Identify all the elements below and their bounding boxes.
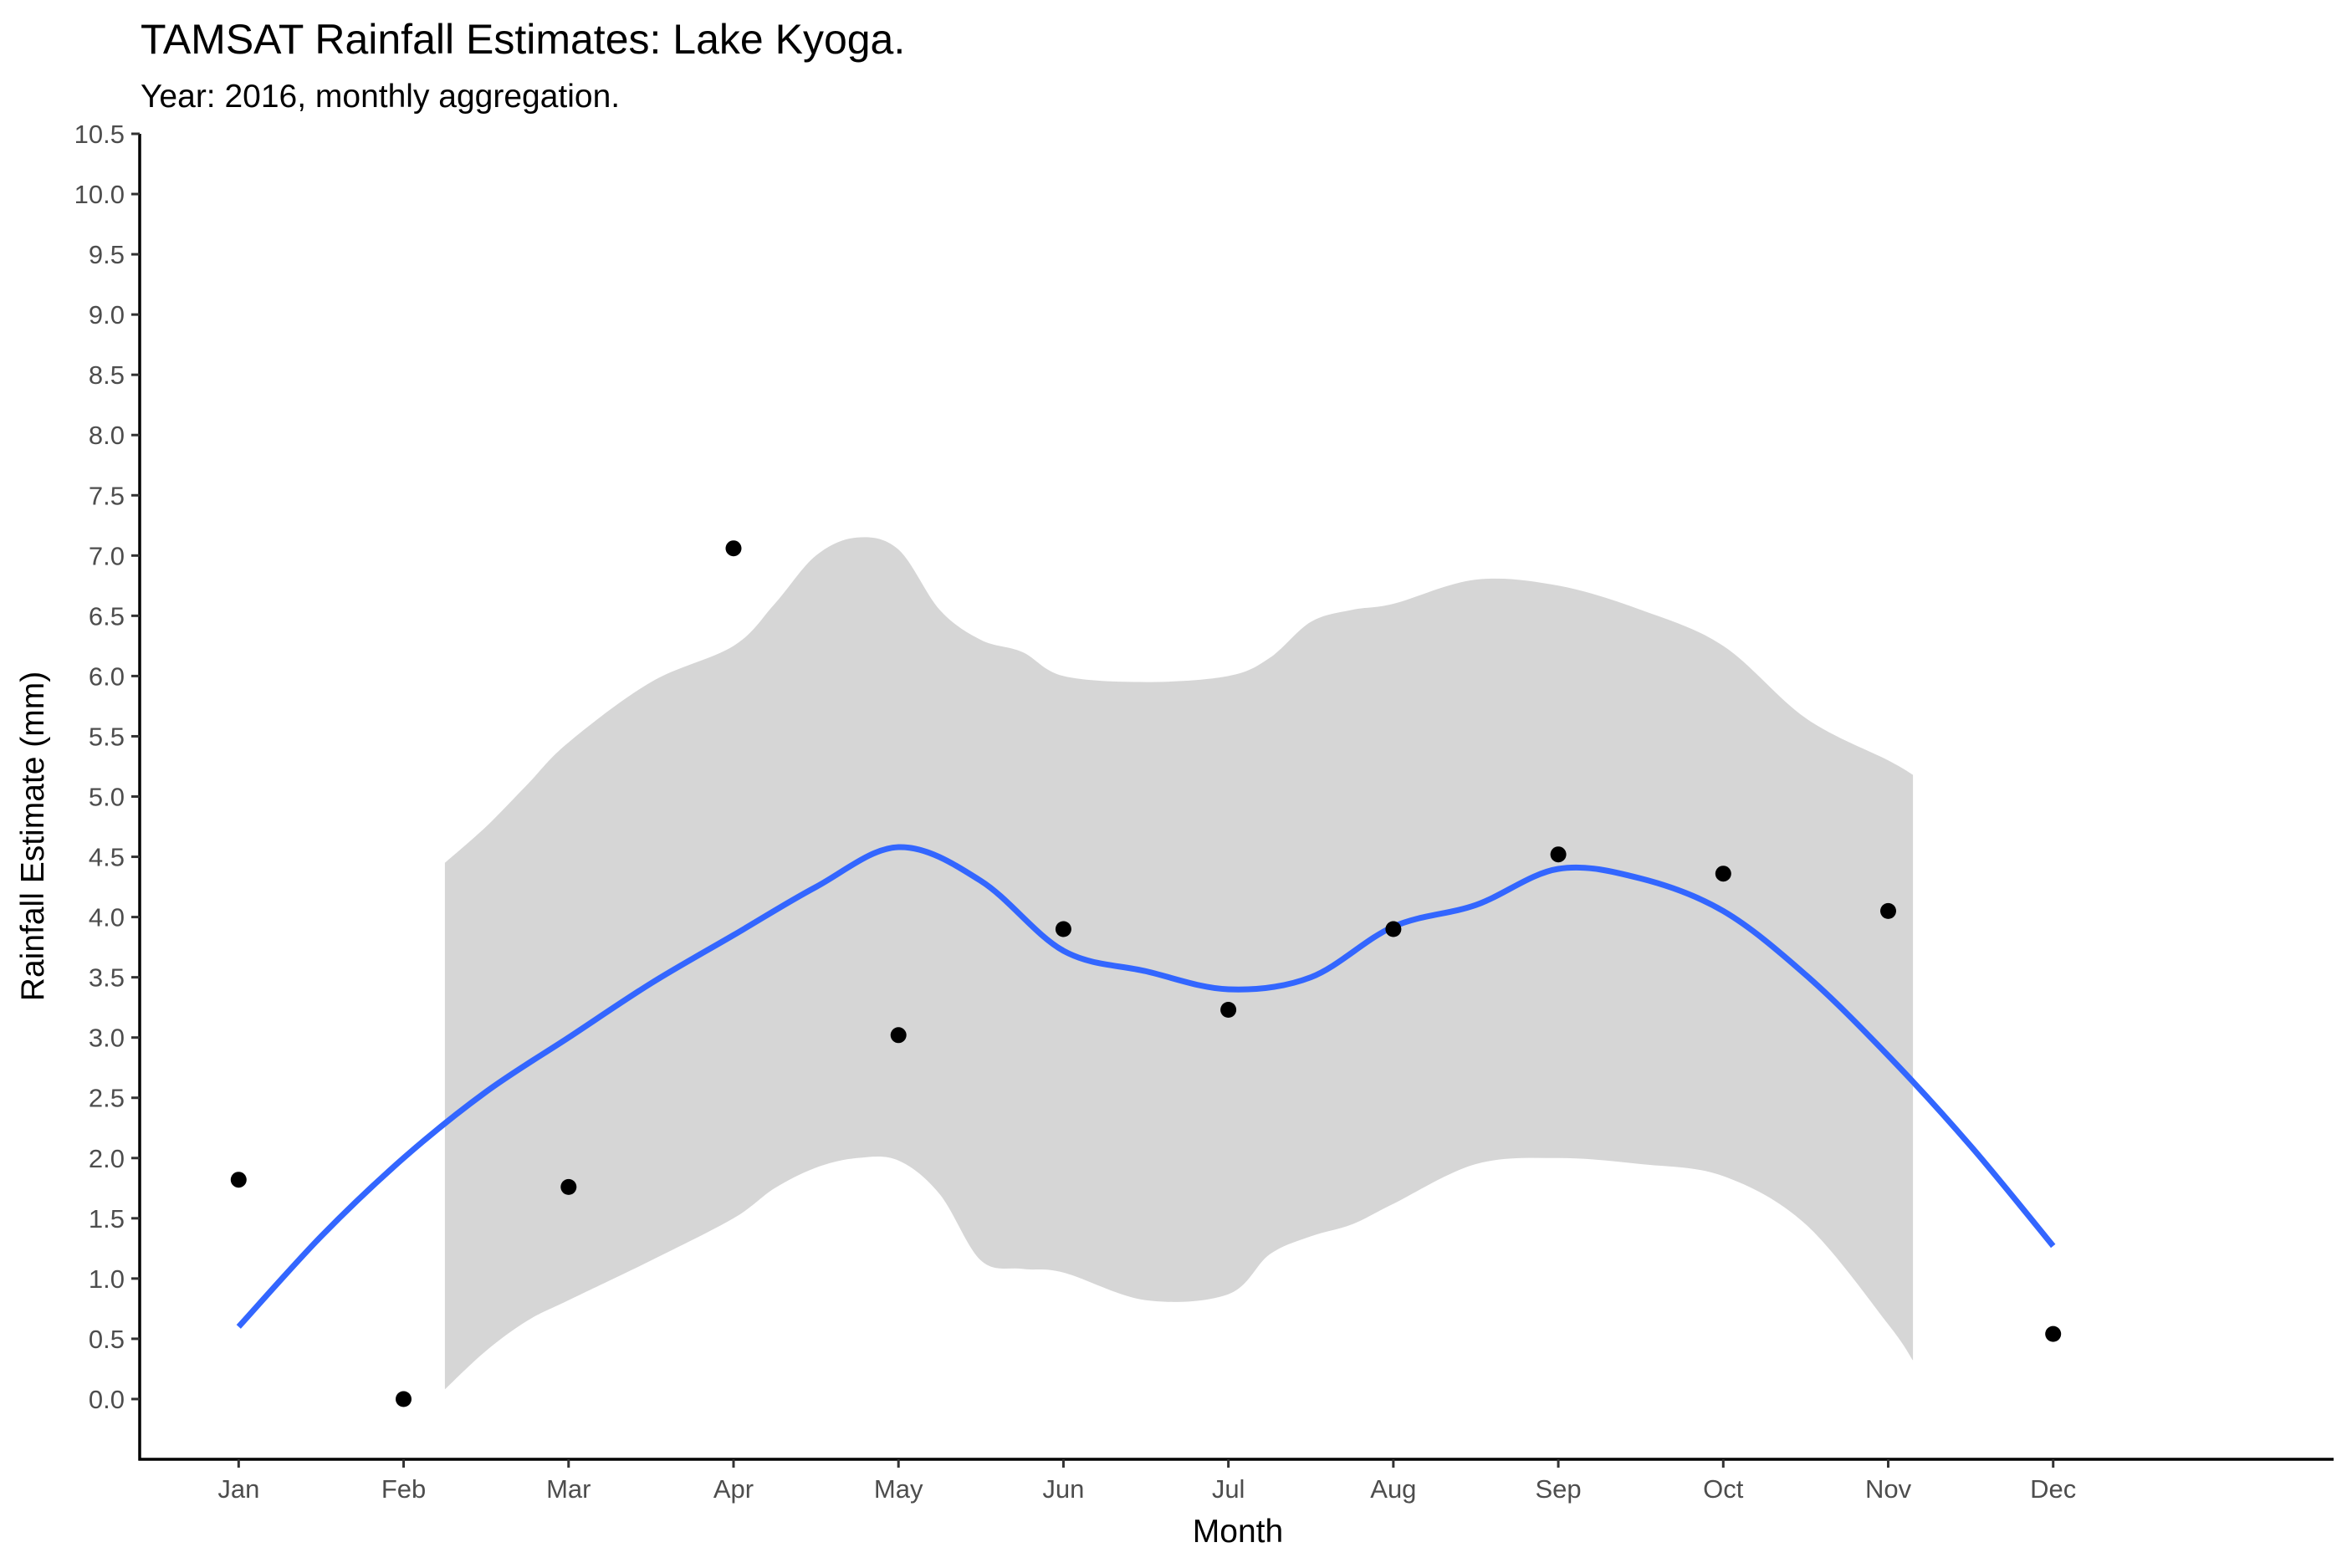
axes: 0.0 0.5 1.0 1.5 2.0 2.5 3.0 3.5 4.0 4.5 5.0 5.5 6.0 6… bbox=[74, 120, 2334, 1504]
y-tick-label: 2.5 bbox=[89, 1084, 125, 1113]
data-point-nov bbox=[1880, 902, 1896, 919]
data-point-aug bbox=[1385, 921, 1402, 937]
data-point-mar bbox=[560, 1178, 577, 1195]
y-tick-label: 1.5 bbox=[89, 1204, 125, 1233]
y-tick-label: 10.5 bbox=[74, 120, 125, 149]
data-point-jan bbox=[230, 1172, 247, 1188]
y-tick-label: 6.5 bbox=[89, 601, 125, 631]
data-points-layer bbox=[230, 540, 2062, 1407]
y-tick-label: 5.5 bbox=[89, 722, 125, 751]
x-tick-label: Sep bbox=[1535, 1474, 1581, 1504]
data-point-jul bbox=[1220, 1002, 1237, 1018]
x-tick-label: Jul bbox=[1212, 1474, 1245, 1504]
chart-subtitle: Year: 2016, monthly aggregation. bbox=[141, 79, 620, 115]
y-tick-label: 3.0 bbox=[89, 1024, 125, 1053]
x-tick-label: May bbox=[874, 1474, 923, 1504]
confidence-band bbox=[444, 537, 1914, 1390]
y-tick-label: 0.5 bbox=[89, 1325, 125, 1354]
y-tick-label: 4.0 bbox=[89, 903, 125, 932]
y-tick-label: 7.5 bbox=[89, 481, 125, 510]
y-tick-label: 9.5 bbox=[89, 240, 125, 269]
y-tick-label: 6.0 bbox=[89, 661, 125, 691]
x-tick-label: Feb bbox=[381, 1474, 426, 1504]
y-tick-label: 3.5 bbox=[89, 963, 125, 993]
y-tick-label: 7.0 bbox=[89, 541, 125, 570]
y-tick-label: 10.0 bbox=[74, 180, 125, 209]
x-tick-label: Jan bbox=[217, 1474, 259, 1504]
y-tick-label: 1.0 bbox=[89, 1264, 125, 1294]
data-point-apr bbox=[725, 540, 742, 557]
y-tick-label: 0.0 bbox=[89, 1385, 125, 1414]
chart-title: TAMSAT Rainfall Estimates: Lake Kyoga. bbox=[141, 16, 905, 63]
data-point-feb bbox=[396, 1391, 412, 1407]
x-tick-label: Nov bbox=[1865, 1474, 1912, 1504]
y-axis-title: Rainfall Estimate (mm) bbox=[15, 672, 51, 1001]
x-axis-title: Month bbox=[1193, 1514, 1283, 1550]
x-tick-label: Mar bbox=[546, 1474, 591, 1504]
x-tick-label: Oct bbox=[1703, 1474, 1744, 1504]
y-tick-label: 5.0 bbox=[89, 783, 125, 812]
x-tick-label: Dec bbox=[2030, 1474, 2076, 1504]
x-tick-label: Apr bbox=[713, 1474, 754, 1504]
data-point-may bbox=[890, 1027, 907, 1044]
y-tick-label: 9.0 bbox=[89, 300, 125, 329]
data-point-dec bbox=[2045, 1325, 2062, 1342]
data-point-jun bbox=[1055, 921, 1071, 937]
y-tick-label: 4.5 bbox=[89, 843, 125, 872]
smooth-trend-line bbox=[236, 844, 2056, 1329]
data-point-oct bbox=[1715, 866, 1731, 882]
y-tick-label: 2.0 bbox=[89, 1144, 125, 1173]
smooth-line-layer bbox=[236, 844, 2056, 1329]
y-tick-label: 8.5 bbox=[89, 360, 125, 390]
y-tick-label: 8.0 bbox=[89, 421, 125, 450]
x-tick-label: Jun bbox=[1042, 1474, 1084, 1504]
confidence-band-layer bbox=[444, 537, 1914, 1390]
x-tick-label: Aug bbox=[1370, 1474, 1416, 1504]
data-point-sep bbox=[1550, 846, 1567, 863]
